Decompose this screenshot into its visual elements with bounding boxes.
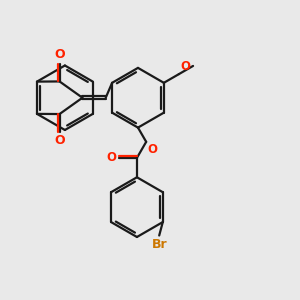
Text: O: O	[54, 134, 65, 147]
Text: O: O	[147, 143, 158, 156]
Text: O: O	[180, 60, 190, 73]
Text: O: O	[54, 48, 65, 61]
Text: O: O	[106, 152, 117, 164]
Text: Br: Br	[152, 238, 167, 251]
